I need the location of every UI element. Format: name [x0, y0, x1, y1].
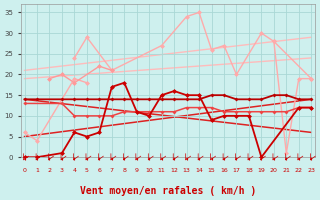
X-axis label: Vent moyen/en rafales ( km/h ): Vent moyen/en rafales ( km/h ) — [80, 186, 256, 196]
